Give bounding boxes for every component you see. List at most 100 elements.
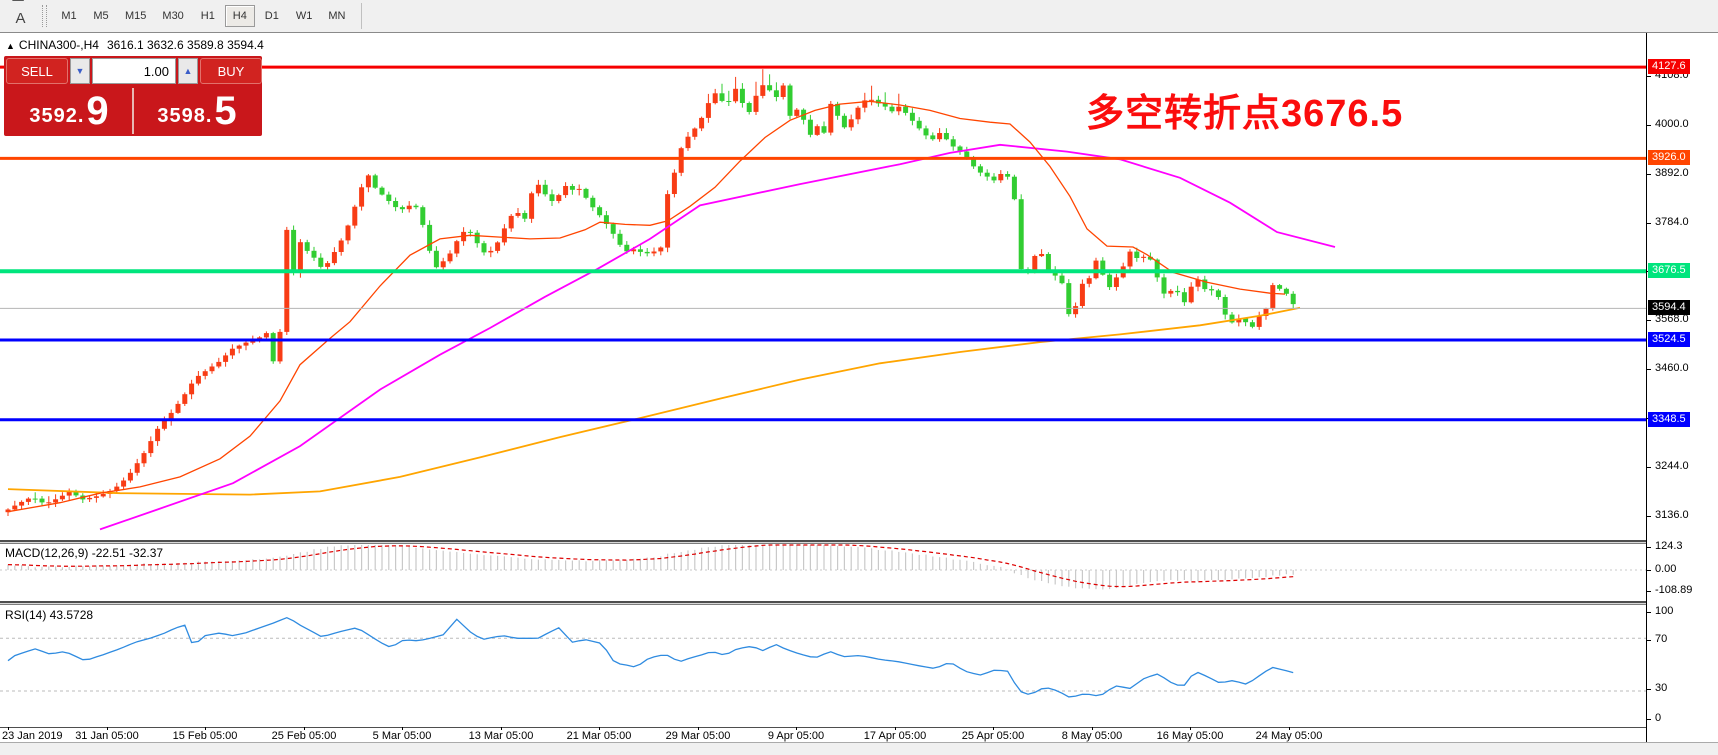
rsi-tick-mark bbox=[1647, 719, 1651, 720]
price-axis[interactable]: 4108.04000.03892.03784.03676.03568.03460… bbox=[1647, 33, 1718, 742]
fast-ma-line bbox=[7, 100, 1286, 513]
timeframe-button-D1[interactable]: D1 bbox=[257, 5, 287, 27]
time-tick-mark bbox=[1092, 727, 1093, 730]
time-axis-label: 16 May 05:00 bbox=[1156, 730, 1224, 742]
volume-down-button[interactable]: ▼ bbox=[70, 58, 90, 84]
time-tick-mark bbox=[107, 727, 108, 730]
price-line-badge: 3524.5 bbox=[1648, 332, 1690, 347]
volume-up-button[interactable]: ▲ bbox=[178, 58, 198, 84]
timeframe-button-MN[interactable]: MN bbox=[321, 5, 352, 27]
time-axis-label: 8 May 05:00 bbox=[1061, 730, 1123, 742]
time-tick-mark bbox=[1289, 727, 1290, 730]
macd-tick-mark bbox=[1647, 547, 1651, 548]
ohlc-values: 3616.1 3632.6 3589.8 3594.4 bbox=[106, 38, 264, 52]
rsi-tick-label: 100 bbox=[1655, 605, 1674, 617]
time-tick-mark bbox=[1190, 727, 1191, 730]
rsi-indicator-label: RSI(14) 43.5728 bbox=[5, 608, 94, 622]
font-tool-icon[interactable]: A bbox=[15, 10, 26, 27]
time-axis-label: 17 Apr 05:00 bbox=[863, 730, 927, 742]
chart-window: ▲ CHINA300-,H4 3616.1 3632.6 3589.8 3594.4… bbox=[0, 33, 1718, 742]
timeframe-button-W1[interactable]: W1 bbox=[289, 5, 320, 27]
window-bottom-strip bbox=[0, 742, 1718, 755]
rsi-tick-label: 70 bbox=[1655, 633, 1668, 645]
time-axis-label: 5 Mar 05:00 bbox=[372, 730, 432, 742]
price-tick-mark bbox=[1647, 369, 1651, 370]
volume-input[interactable] bbox=[92, 58, 176, 84]
grid-pattern-icon[interactable]: ▦F bbox=[8, 0, 34, 4]
timeframe-button-M1[interactable]: M1 bbox=[54, 5, 84, 27]
price-line-badge: 3926.0 bbox=[1648, 150, 1690, 165]
price-tick-mark bbox=[1647, 76, 1651, 77]
chart-text-annotation: 多空转折点3676.5 bbox=[1086, 93, 1404, 135]
price-divider bbox=[132, 88, 134, 134]
price-line-badge: 3676.5 bbox=[1648, 263, 1690, 278]
macd-pane[interactable] bbox=[0, 544, 1646, 601]
time-tick-mark bbox=[698, 727, 699, 730]
price-line-badge: 3594.4 bbox=[1648, 300, 1690, 315]
one-click-trade-panel: SELL ▼ ▲ BUY 3592.9 3598.5 bbox=[4, 56, 262, 136]
time-axis-label: 29 Mar 05:00 bbox=[665, 730, 731, 742]
rsi-tick-label: 0 bbox=[1655, 712, 1662, 724]
timeframe-button-M30[interactable]: M30 bbox=[155, 5, 190, 27]
price-tick-label: 3892.0 bbox=[1655, 167, 1689, 179]
timeframe-button-M15[interactable]: M15 bbox=[118, 5, 153, 27]
slowest-ma-line bbox=[7, 306, 1301, 496]
symbol-header: ▲ CHINA300-,H4 3616.1 3632.6 3589.8 3594.4 bbox=[6, 38, 264, 52]
time-axis-label: 13 Mar 05:00 bbox=[468, 730, 534, 742]
macd-tick-mark bbox=[1647, 570, 1651, 571]
chart-plot-area[interactable]: ▲ CHINA300-,H4 3616.1 3632.6 3589.8 3594.4… bbox=[0, 33, 1646, 742]
timeframe-button-M5[interactable]: M5 bbox=[86, 5, 116, 27]
time-axis-label: 23 Jan 2019 bbox=[2, 730, 63, 742]
pane-bottom-border bbox=[0, 727, 1646, 728]
candles bbox=[5, 69, 1296, 516]
pane-resize-handle[interactable] bbox=[0, 601, 1646, 605]
price-line-badge: 4127.6 bbox=[1648, 59, 1690, 74]
rsi-line bbox=[7, 616, 1294, 698]
price-tick-mark bbox=[1647, 320, 1651, 321]
sell-price[interactable]: 3592. 9 bbox=[29, 89, 109, 133]
time-tick-mark bbox=[895, 727, 896, 730]
time-axis[interactable]: 23 Jan 2019 31 Jan 05:00 15 Feb 05:00 25 Fe… bbox=[0, 727, 1646, 742]
price-tick-label: 4000.0 bbox=[1655, 118, 1689, 130]
timeframe-button-H4[interactable]: H4 bbox=[224, 5, 255, 27]
price-tick-label: 3136.0 bbox=[1655, 509, 1689, 521]
rsi-tick-mark bbox=[1647, 612, 1651, 613]
time-tick-mark bbox=[402, 727, 403, 730]
collapse-panel-icon[interactable]: ▲ bbox=[6, 41, 15, 51]
rsi-tick-mark bbox=[1647, 689, 1651, 690]
main-price-pane[interactable] bbox=[0, 36, 1646, 540]
buy-price[interactable]: 3598. 5 bbox=[157, 89, 237, 133]
time-axis-label: 21 Mar 05:00 bbox=[566, 730, 632, 742]
timeframe-button-H1[interactable]: H1 bbox=[193, 5, 223, 27]
time-axis-label: 31 Jan 05:00 bbox=[75, 730, 139, 742]
time-tick-mark bbox=[205, 727, 206, 730]
price-tick-mark bbox=[1647, 223, 1651, 224]
price-line-badge: 3348.5 bbox=[1648, 412, 1690, 427]
toolbar-separator-end bbox=[361, 3, 363, 29]
time-tick-mark bbox=[993, 727, 994, 730]
time-axis-label: 25 Feb 05:00 bbox=[271, 730, 337, 742]
sell-button[interactable]: SELL bbox=[6, 58, 68, 84]
macd-tick-label: 124.3 bbox=[1655, 540, 1683, 552]
price-tick-label: 3568.0 bbox=[1655, 313, 1689, 325]
buy-button[interactable]: BUY bbox=[200, 58, 262, 84]
toolbar-separator bbox=[42, 5, 47, 27]
time-tick-mark bbox=[599, 727, 600, 730]
rsi-tick-mark bbox=[1647, 640, 1651, 641]
price-tick-mark bbox=[1647, 467, 1651, 468]
time-tick-mark bbox=[796, 727, 797, 730]
price-tick-label: 3244.0 bbox=[1655, 460, 1689, 472]
slow-ma-line bbox=[99, 143, 1336, 531]
price-tick-label: 3784.0 bbox=[1655, 216, 1689, 228]
price-tick-mark bbox=[1647, 516, 1651, 517]
macd-indicator-label: MACD(12,26,9) -22.51 -32.37 bbox=[5, 546, 164, 560]
rsi-tick-label: 30 bbox=[1655, 682, 1668, 694]
macd-tick-label: 0.00 bbox=[1655, 563, 1677, 575]
rsi-pane[interactable] bbox=[0, 605, 1646, 727]
pane-resize-handle[interactable] bbox=[0, 540, 1646, 544]
macd-signal-line bbox=[7, 544, 1294, 588]
time-tick-mark bbox=[501, 727, 502, 730]
macd-tick-mark bbox=[1647, 591, 1651, 592]
